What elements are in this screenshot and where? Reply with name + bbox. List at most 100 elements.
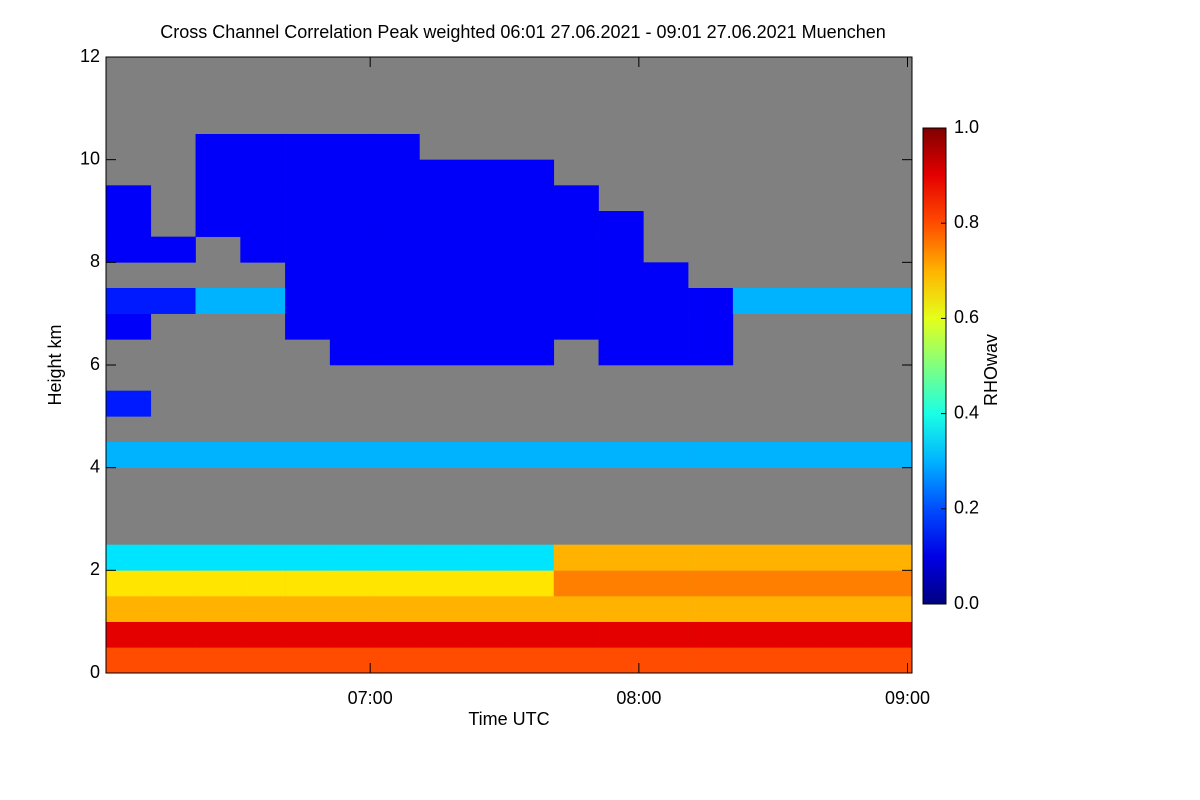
heatmap-cell — [464, 339, 510, 366]
heatmap-cell — [329, 621, 375, 648]
heatmap-cell — [867, 288, 913, 314]
heatmap-cell — [106, 390, 152, 417]
heatmap-cell — [777, 596, 823, 622]
heatmap-cell — [285, 544, 331, 571]
heatmap-cell — [285, 159, 331, 186]
heatmap-cell — [374, 159, 420, 186]
heatmap-cell — [285, 570, 331, 597]
heatmap-cell — [643, 647, 689, 674]
y-tick-label: 12 — [80, 46, 100, 66]
y-tick-label: 0 — [90, 662, 100, 682]
heatmap-cell — [329, 134, 375, 160]
heatmap-cell — [106, 185, 152, 212]
heatmap-cell — [867, 442, 913, 468]
heatmap-cell — [464, 621, 510, 648]
heatmap-cell — [598, 621, 644, 648]
heatmap-cell — [688, 313, 734, 340]
heatmap-cell — [374, 647, 420, 674]
heatmap-cell — [285, 442, 331, 468]
heatmap-cell — [509, 185, 555, 212]
heatmap-cell — [509, 570, 555, 597]
heatmap-cell — [553, 236, 599, 263]
heatmap-cell — [106, 313, 152, 340]
x-tick-label: 07:00 — [348, 688, 393, 708]
heatmap-cell — [240, 596, 286, 622]
heatmap-cell — [509, 339, 555, 366]
heatmap-cell — [688, 621, 734, 648]
heatmap-cell — [150, 647, 196, 674]
heatmap-cell — [777, 442, 823, 468]
heatmap-cell — [643, 544, 689, 571]
heatmap-cell — [195, 647, 241, 674]
heatmap-cell — [464, 262, 510, 289]
heatmap-cell — [777, 544, 823, 571]
heatmap-cell — [419, 442, 465, 468]
heatmap-cell — [285, 288, 331, 314]
heatmap-cell — [464, 313, 510, 340]
heatmap-cell — [195, 185, 241, 212]
heatmap-cell — [285, 236, 331, 263]
colorbar-tick-label: 0.4 — [954, 402, 979, 422]
heatmap-cell — [509, 544, 555, 571]
heatmap-cell — [195, 134, 241, 160]
heatmap-cell — [598, 442, 644, 468]
heatmap-cell — [509, 313, 555, 340]
heatmap-cell — [867, 596, 913, 622]
heatmap-cell — [374, 211, 420, 237]
heatmap-cell — [374, 442, 420, 468]
colorbar-tick-label: 0.0 — [954, 593, 979, 613]
heatmap-cell — [240, 185, 286, 212]
heatmap-cell — [822, 288, 868, 314]
heatmap-cell — [732, 442, 778, 468]
heatmap-cell — [822, 596, 868, 622]
heatmap-cell — [553, 596, 599, 622]
heatmap-cell — [374, 313, 420, 340]
heatmap-cell — [509, 621, 555, 648]
heatmap-cell — [285, 647, 331, 674]
heatmap-cell — [509, 288, 555, 314]
heatmap-cell — [598, 211, 644, 237]
heatmap-cell — [553, 313, 599, 340]
heatmap-cell — [106, 288, 152, 314]
heatmap-cell — [374, 185, 420, 212]
heatmap-cell — [867, 544, 913, 571]
heatmap-cell — [688, 288, 734, 314]
colorbar-tick-label: 1.0 — [954, 117, 979, 137]
heatmap-cell — [329, 185, 375, 212]
heatmap-cell — [643, 339, 689, 366]
heatmap-cell — [419, 621, 465, 648]
y-tick-label: 2 — [90, 559, 100, 579]
heatmap-cell — [374, 262, 420, 289]
heatmap-cell — [106, 621, 152, 648]
heatmap-cell — [285, 134, 331, 160]
heatmap-cell — [240, 159, 286, 186]
heatmap-cell — [598, 596, 644, 622]
heatmap-cell — [419, 647, 465, 674]
heatmap-cell — [419, 544, 465, 571]
x-tick-label: 08:00 — [616, 688, 661, 708]
heatmap-cell — [374, 236, 420, 263]
heatmap-cell — [329, 159, 375, 186]
heatmap-cell — [688, 647, 734, 674]
heatmap-cell — [643, 442, 689, 468]
heatmap-cell — [509, 442, 555, 468]
heatmap-cell — [419, 211, 465, 237]
heatmap-cell — [419, 288, 465, 314]
heatmap-cell — [419, 313, 465, 340]
y-tick-label: 10 — [80, 148, 100, 168]
heatmap-cell — [150, 288, 196, 314]
heatmap-cell — [688, 442, 734, 468]
x-axis-label: Time UTC — [468, 709, 549, 729]
heatmap-cell — [777, 288, 823, 314]
heatmap-cell — [553, 185, 599, 212]
heatmap-cell — [822, 544, 868, 571]
heatmap-cell — [106, 647, 152, 674]
heatmap-cell — [688, 339, 734, 366]
y-tick-label: 6 — [90, 354, 100, 374]
heatmap-cell — [240, 442, 286, 468]
heatmap-cell — [106, 211, 152, 237]
heatmap-cell — [419, 236, 465, 263]
heatmap-cell — [150, 442, 196, 468]
heatmap-cell — [777, 570, 823, 597]
heatmap-cell — [553, 647, 599, 674]
